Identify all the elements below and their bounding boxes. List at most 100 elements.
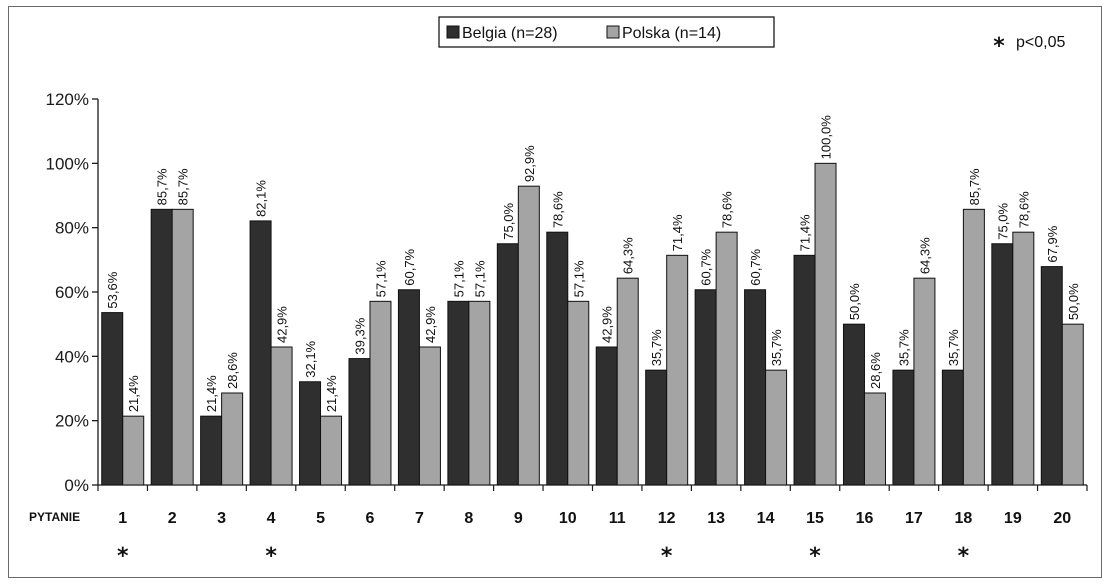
data-label: 42,9% xyxy=(600,306,615,343)
data-label: 67,9% xyxy=(1045,225,1060,262)
bar-belgia xyxy=(842,323,865,486)
bar-belgia xyxy=(101,312,124,486)
bar-belgia xyxy=(595,346,618,486)
bar-polska xyxy=(270,346,293,486)
bar-polska xyxy=(715,231,738,486)
bar-belgia xyxy=(645,369,668,486)
category-label: 11 xyxy=(609,510,626,527)
category-label: 13 xyxy=(707,510,725,527)
data-label: 78,6% xyxy=(720,191,735,228)
bar-belgia xyxy=(200,415,223,486)
bar-belgia xyxy=(1040,266,1063,486)
significance-star: * xyxy=(661,544,673,569)
bar-polska xyxy=(765,369,788,486)
legend-swatch xyxy=(606,25,620,39)
bar-belgia xyxy=(694,289,717,486)
significance-markers: * p<0,05 * * * * * xyxy=(117,34,1066,569)
bar-belgia xyxy=(249,220,272,486)
legend: Belgia (n=28) Polska (n=14) xyxy=(438,16,775,48)
bar-belgia xyxy=(941,369,964,486)
data-label: 100,0% xyxy=(819,115,834,160)
labels-layer: 1 53,6% 21,4% 2 85,7% 85,7% 3 21,4% 28,6% 4 82,1% 4… xyxy=(105,115,1081,527)
category-label: 16 xyxy=(856,510,874,527)
data-label: 50,0% xyxy=(847,283,862,320)
category-label: 3 xyxy=(217,510,226,527)
y-tick-label: 120% xyxy=(46,90,89,109)
significance-star: * xyxy=(958,544,970,569)
data-label: 53,6% xyxy=(105,271,120,308)
data-label: 21,4% xyxy=(204,375,219,412)
data-label: 50,0% xyxy=(1066,283,1081,320)
bar-polska xyxy=(122,415,145,486)
bar-polska xyxy=(1012,231,1035,486)
data-label: 35,7% xyxy=(946,329,961,366)
data-label: 42,9% xyxy=(423,306,438,343)
bar-polska xyxy=(468,300,491,486)
bar-belgia xyxy=(546,231,569,486)
data-label: 35,7% xyxy=(649,329,664,366)
bars-layer xyxy=(101,162,1084,486)
bar-polska xyxy=(517,185,540,486)
data-label: 92,9% xyxy=(522,145,537,182)
significance-note: p<0,05 xyxy=(1016,34,1065,51)
data-label: 21,4% xyxy=(126,375,141,412)
bar-polska xyxy=(171,208,194,486)
category-label: 12 xyxy=(658,510,676,527)
data-label: 57,1% xyxy=(472,260,487,297)
bar-polska xyxy=(369,300,392,486)
category-label: 9 xyxy=(514,510,523,527)
data-label: 39,3% xyxy=(352,317,367,354)
category-label: 1 xyxy=(118,510,127,527)
chart-frame: 0% 20% 40% 60% 80% 100% 120% PYTANIE 1 53,6% 21,4… xyxy=(8,6,1102,578)
bar-polska xyxy=(863,392,886,486)
bar-polska xyxy=(567,300,590,486)
bar-belgia xyxy=(793,254,816,486)
data-label: 82,1% xyxy=(254,180,269,217)
data-label: 60,7% xyxy=(699,248,714,285)
bar-polska xyxy=(616,277,639,486)
data-label: 75,0% xyxy=(501,202,516,239)
y-tick-label: 60% xyxy=(55,283,89,302)
y-tick-label: 80% xyxy=(55,219,89,238)
data-label: 60,7% xyxy=(748,248,763,285)
bar-belgia xyxy=(150,208,173,486)
bar-polska xyxy=(418,346,441,486)
bar-belgia xyxy=(991,243,1014,486)
legend-entry: Belgia (n=28) xyxy=(462,25,558,42)
data-label: 85,7% xyxy=(155,168,170,205)
category-label: 7 xyxy=(415,510,424,527)
bar-polska xyxy=(962,208,985,486)
bar-chart: 0% 20% 40% 60% 80% 100% 120% PYTANIE 1 53,6% 21,4… xyxy=(29,16,1088,569)
bar-belgia xyxy=(397,289,420,486)
data-label: 60,7% xyxy=(402,248,417,285)
data-label: 57,1% xyxy=(571,260,586,297)
category-label: 2 xyxy=(168,510,177,527)
data-label: 71,4% xyxy=(798,214,813,251)
significance-star: * xyxy=(117,544,129,569)
significance-note-marker: * xyxy=(993,34,1005,59)
bar-polska xyxy=(913,277,936,486)
category-label: 10 xyxy=(559,510,577,527)
data-label: 57,1% xyxy=(373,260,388,297)
category-label: 6 xyxy=(366,510,375,527)
data-label: 35,7% xyxy=(769,329,784,366)
significance-star: * xyxy=(265,544,277,569)
bar-belgia xyxy=(348,358,371,486)
legend-entry: Polska (n=14) xyxy=(622,25,721,42)
data-label: 32,1% xyxy=(303,340,318,377)
data-label: 75,0% xyxy=(995,202,1010,239)
category-label: 14 xyxy=(757,510,775,527)
bar-polska xyxy=(320,415,343,486)
y-tick-label: 0% xyxy=(64,476,89,495)
bar-belgia xyxy=(299,381,322,486)
y-tick-label: 20% xyxy=(55,412,89,431)
data-label: 78,6% xyxy=(1016,191,1031,228)
data-label: 28,6% xyxy=(225,352,240,389)
data-label: 64,3% xyxy=(917,237,932,274)
bar-polska xyxy=(1061,323,1084,486)
category-label: 15 xyxy=(806,510,824,527)
bar-belgia xyxy=(892,369,915,486)
bar-belgia xyxy=(447,300,470,486)
y-tick-label: 40% xyxy=(55,347,89,366)
data-label: 35,7% xyxy=(896,329,911,366)
